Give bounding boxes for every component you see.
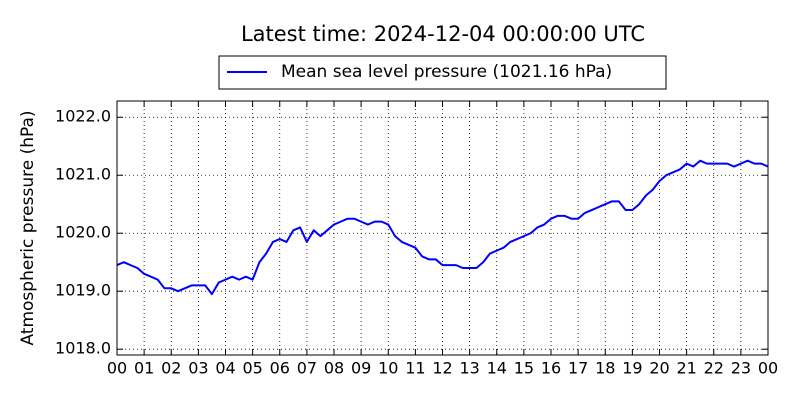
- x-tick-label: 08: [324, 359, 344, 378]
- x-tick-label: 11: [405, 359, 425, 378]
- x-tick-label: 17: [568, 359, 588, 378]
- x-tick-label: 10: [378, 359, 398, 378]
- x-tick-label: 19: [622, 359, 642, 378]
- x-tick-label: 23: [731, 359, 751, 378]
- x-tick-label: 16: [541, 359, 561, 378]
- y-axis-label: Atmospheric pressure (hPa): [18, 110, 38, 345]
- y-tick-label: 1018.0: [55, 339, 111, 358]
- y-tick-label: 1021.0: [55, 165, 111, 184]
- x-tick-label: 05: [242, 359, 262, 378]
- x-tick-label: 15: [514, 359, 534, 378]
- plot-frame: [116, 100, 769, 356]
- y-tick-label: 1019.0: [55, 281, 111, 300]
- x-tick-label: 22: [704, 359, 724, 378]
- x-tick-label: 03: [188, 359, 208, 378]
- y-tick-label: 1020.0: [55, 223, 111, 242]
- legend-box: [218, 55, 667, 90]
- x-tick-label: 18: [595, 359, 615, 378]
- chart-title: Latest time: 2024-12-04 00:00:00 UTC: [241, 22, 645, 46]
- x-tick-label: 09: [351, 359, 371, 378]
- x-tick-label: 13: [459, 359, 479, 378]
- x-tick-label: 00: [107, 359, 127, 378]
- x-tick-label: 21: [676, 359, 696, 378]
- x-tick-label: 04: [215, 359, 235, 378]
- y-tick-label: 1022.0: [55, 107, 111, 126]
- x-tick-label: 06: [270, 359, 290, 378]
- x-tick-label: 12: [432, 359, 452, 378]
- x-tick-label: 07: [297, 359, 317, 378]
- data-line: [116, 159, 769, 296]
- x-tick-label: 02: [161, 359, 181, 378]
- x-tick-label: 01: [134, 359, 154, 378]
- legend-label: Mean sea level pressure (1021.16 hPa): [281, 62, 612, 82]
- x-tick-label: 00: [758, 359, 778, 378]
- x-tick-label: 20: [649, 359, 669, 378]
- x-tick-label: 14: [487, 359, 507, 378]
